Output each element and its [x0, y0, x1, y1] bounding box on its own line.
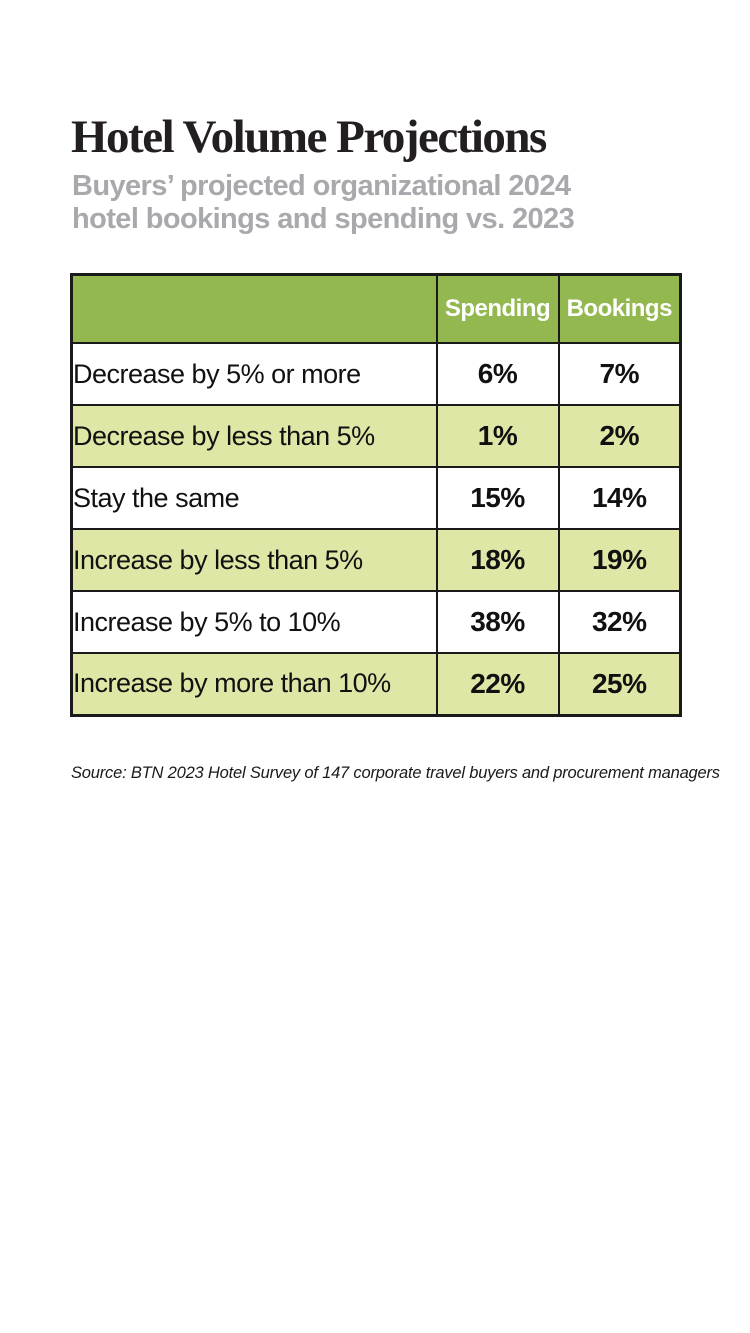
bookings-value: 32%: [557, 590, 682, 654]
header-cell-bookings: Bookings: [557, 273, 682, 344]
bookings-value: 7%: [557, 342, 682, 406]
table-row: Increase by more than 10% 22% 25%: [70, 652, 682, 716]
spending-value: 38%: [435, 590, 560, 654]
spending-value: 22%: [435, 652, 560, 716]
spending-value: 18%: [435, 528, 560, 592]
header-cell-spending: Spending: [435, 273, 560, 344]
table-row: Increase by 5% to 10% 38% 32%: [70, 590, 682, 654]
row-label: Decrease by less than 5%: [70, 404, 438, 468]
row-label: Increase by more than 10%: [70, 652, 438, 716]
table-row: Decrease by less than 5% 1% 2%: [70, 404, 682, 468]
bookings-value: 14%: [557, 466, 682, 530]
row-label: Decrease by 5% or more: [70, 342, 438, 406]
subtitle-line-1: Buyers’ projected organizational 2024: [72, 170, 571, 202]
table-header-row: Spending Bookings: [70, 273, 682, 344]
spending-value: 6%: [435, 342, 560, 406]
source-note: Source: BTN 2023 Hotel Survey of 147 cor…: [71, 764, 720, 782]
subtitle-line-2: hotel bookings and spending vs. 2023: [72, 203, 575, 235]
page-subtitle: Buyers’ projected organizational 2024 ho…: [72, 170, 575, 236]
table-row: Decrease by 5% or more 6% 7%: [70, 342, 682, 406]
table-row: Increase by less than 5% 18% 19%: [70, 528, 682, 592]
bookings-value: 25%: [557, 652, 682, 716]
projections-table: Spending Bookings Decrease by 5% or more…: [70, 273, 682, 717]
row-label: Stay the same: [70, 466, 438, 530]
bookings-value: 19%: [557, 528, 682, 592]
spending-value: 15%: [435, 466, 560, 530]
table-row: Stay the same 15% 14%: [70, 466, 682, 530]
row-label: Increase by 5% to 10%: [70, 590, 438, 654]
bookings-value: 2%: [557, 404, 682, 468]
header-cell-empty: [70, 273, 438, 344]
spending-value: 1%: [435, 404, 560, 468]
row-label: Increase by less than 5%: [70, 528, 438, 592]
page-title: Hotel Volume Projections: [71, 111, 547, 163]
